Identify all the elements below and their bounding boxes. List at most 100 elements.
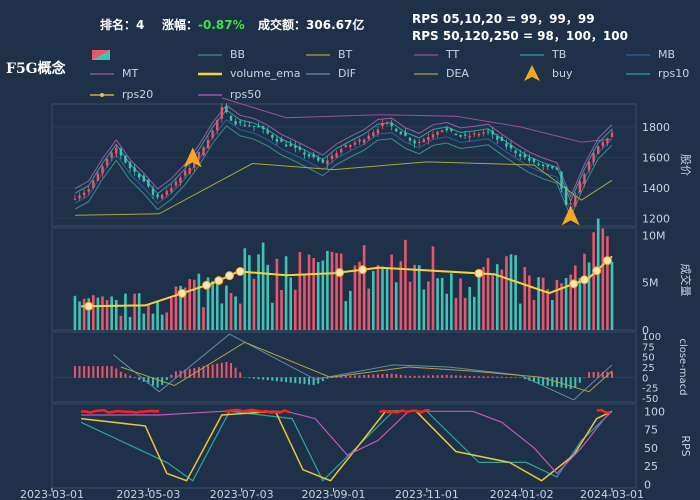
- volume-bar: [523, 266, 527, 330]
- x-tick-label: 2023-03-01: [20, 488, 84, 500]
- candle-body: [349, 144, 352, 148]
- macd-histogram-bar: [551, 377, 554, 387]
- x-tick-label: 2023-09-01: [302, 488, 366, 500]
- macd-histogram-bar: [514, 377, 517, 378]
- volume-bar: [358, 261, 361, 330]
- volume-bar: [92, 295, 95, 330]
- candle-body: [119, 148, 123, 156]
- macd-histogram-bar: [344, 375, 347, 378]
- macd-histogram-bar: [353, 375, 356, 378]
- volume-bar: [601, 228, 605, 330]
- candle-body: [330, 155, 334, 160]
- legend-label: rps20: [122, 88, 154, 101]
- volume-bar: [509, 254, 513, 330]
- price-tick-label: 1400: [642, 182, 670, 195]
- macd-histogram-bar: [101, 366, 104, 378]
- candle-body: [528, 158, 531, 161]
- macd-histogram-bar: [303, 377, 306, 385]
- macd-histogram-bar: [418, 375, 421, 378]
- macd-histogram-bar: [386, 373, 389, 378]
- volume-bar: [137, 293, 141, 330]
- candle-body: [284, 144, 288, 147]
- volume-bar: [372, 271, 375, 330]
- candle-body: [610, 132, 614, 137]
- macd-histogram-bar: [565, 377, 568, 389]
- volume-bar: [101, 296, 104, 330]
- macd-histogram-bar: [505, 376, 508, 378]
- macd-histogram-bar: [537, 377, 540, 384]
- candle-body: [597, 146, 600, 154]
- candle-body: [160, 194, 164, 199]
- macd-histogram-bar: [546, 377, 549, 386]
- macd-histogram-bar: [569, 377, 572, 389]
- volume-bar: [592, 232, 595, 330]
- volume-tick-label: 10M: [642, 229, 666, 242]
- macd-histogram-bar: [409, 375, 412, 378]
- candle-body: [183, 170, 187, 176]
- candle-body: [344, 145, 347, 147]
- x-tick-label: 2024-03-01: [580, 488, 644, 500]
- macd-histogram-bar: [87, 366, 90, 378]
- macd-histogram-bar: [523, 377, 526, 380]
- change-value: -0.87%: [198, 18, 245, 32]
- macd-histogram-bar: [83, 366, 86, 378]
- volume-bar: [450, 273, 453, 330]
- macd-histogram-bar: [119, 371, 122, 378]
- candle-body: [395, 128, 398, 132]
- candle-body: [307, 154, 311, 157]
- volume-bar: [229, 293, 233, 330]
- candle-body: [353, 142, 357, 145]
- volume-bar: [482, 266, 485, 330]
- volume-bar: [413, 264, 416, 330]
- candle-body: [555, 167, 559, 170]
- volume-signal-dot: [224, 271, 234, 281]
- candle-body: [358, 139, 361, 142]
- macd-histogram-bar: [271, 377, 274, 381]
- candle-body: [243, 124, 246, 126]
- price-tick-label: 1800: [642, 121, 670, 134]
- volume-bar: [298, 252, 302, 330]
- volume-bar: [215, 281, 219, 330]
- volume-bar: [124, 293, 127, 330]
- macd-histogram-bar: [583, 377, 586, 378]
- candle-body: [473, 133, 476, 135]
- volume-bar: [408, 281, 412, 330]
- volume-bar: [390, 254, 393, 330]
- rps-tick-label: 75: [644, 424, 658, 437]
- macd-histogram-bar: [294, 377, 297, 384]
- macd-histogram-bar: [248, 377, 251, 379]
- volume-bar: [463, 297, 467, 330]
- candle-body: [339, 149, 343, 153]
- macd-tick-label: 0: [642, 373, 648, 384]
- macd-histogram-bar: [459, 375, 462, 378]
- macd-histogram-bar: [454, 375, 457, 378]
- price-tick-label: 1200: [642, 212, 670, 225]
- macd-histogram-bar: [252, 377, 255, 379]
- macd-histogram-bar: [399, 374, 402, 378]
- candle-body: [179, 177, 182, 183]
- legend-label: rps50: [230, 88, 262, 101]
- rps-tick-label: 0: [644, 478, 651, 491]
- volume-bar: [110, 296, 113, 330]
- volume-signal-dot: [235, 267, 245, 277]
- volume-signal-dot: [84, 301, 94, 311]
- volume-bar: [243, 248, 247, 330]
- macd-histogram-bar: [381, 374, 384, 378]
- volume-bar: [381, 266, 384, 330]
- legend-label: rps10: [658, 67, 690, 80]
- volume-signal-dot: [602, 256, 612, 266]
- candle-body: [147, 179, 150, 187]
- volume-bar: [440, 277, 444, 330]
- panel-frame: [51, 403, 637, 489]
- macd-histogram-bar: [340, 376, 343, 378]
- volume-bar: [266, 264, 270, 330]
- legend-buy-marker: [524, 65, 540, 81]
- candle-body: [574, 195, 577, 207]
- volume-bar: [564, 278, 568, 330]
- candle-body: [335, 153, 338, 158]
- macd-histogram-bar: [404, 375, 407, 378]
- macd-histogram-bar: [349, 375, 352, 378]
- volume-bar: [560, 283, 563, 330]
- candle-body: [257, 126, 260, 128]
- macd-histogram-bar: [289, 377, 292, 383]
